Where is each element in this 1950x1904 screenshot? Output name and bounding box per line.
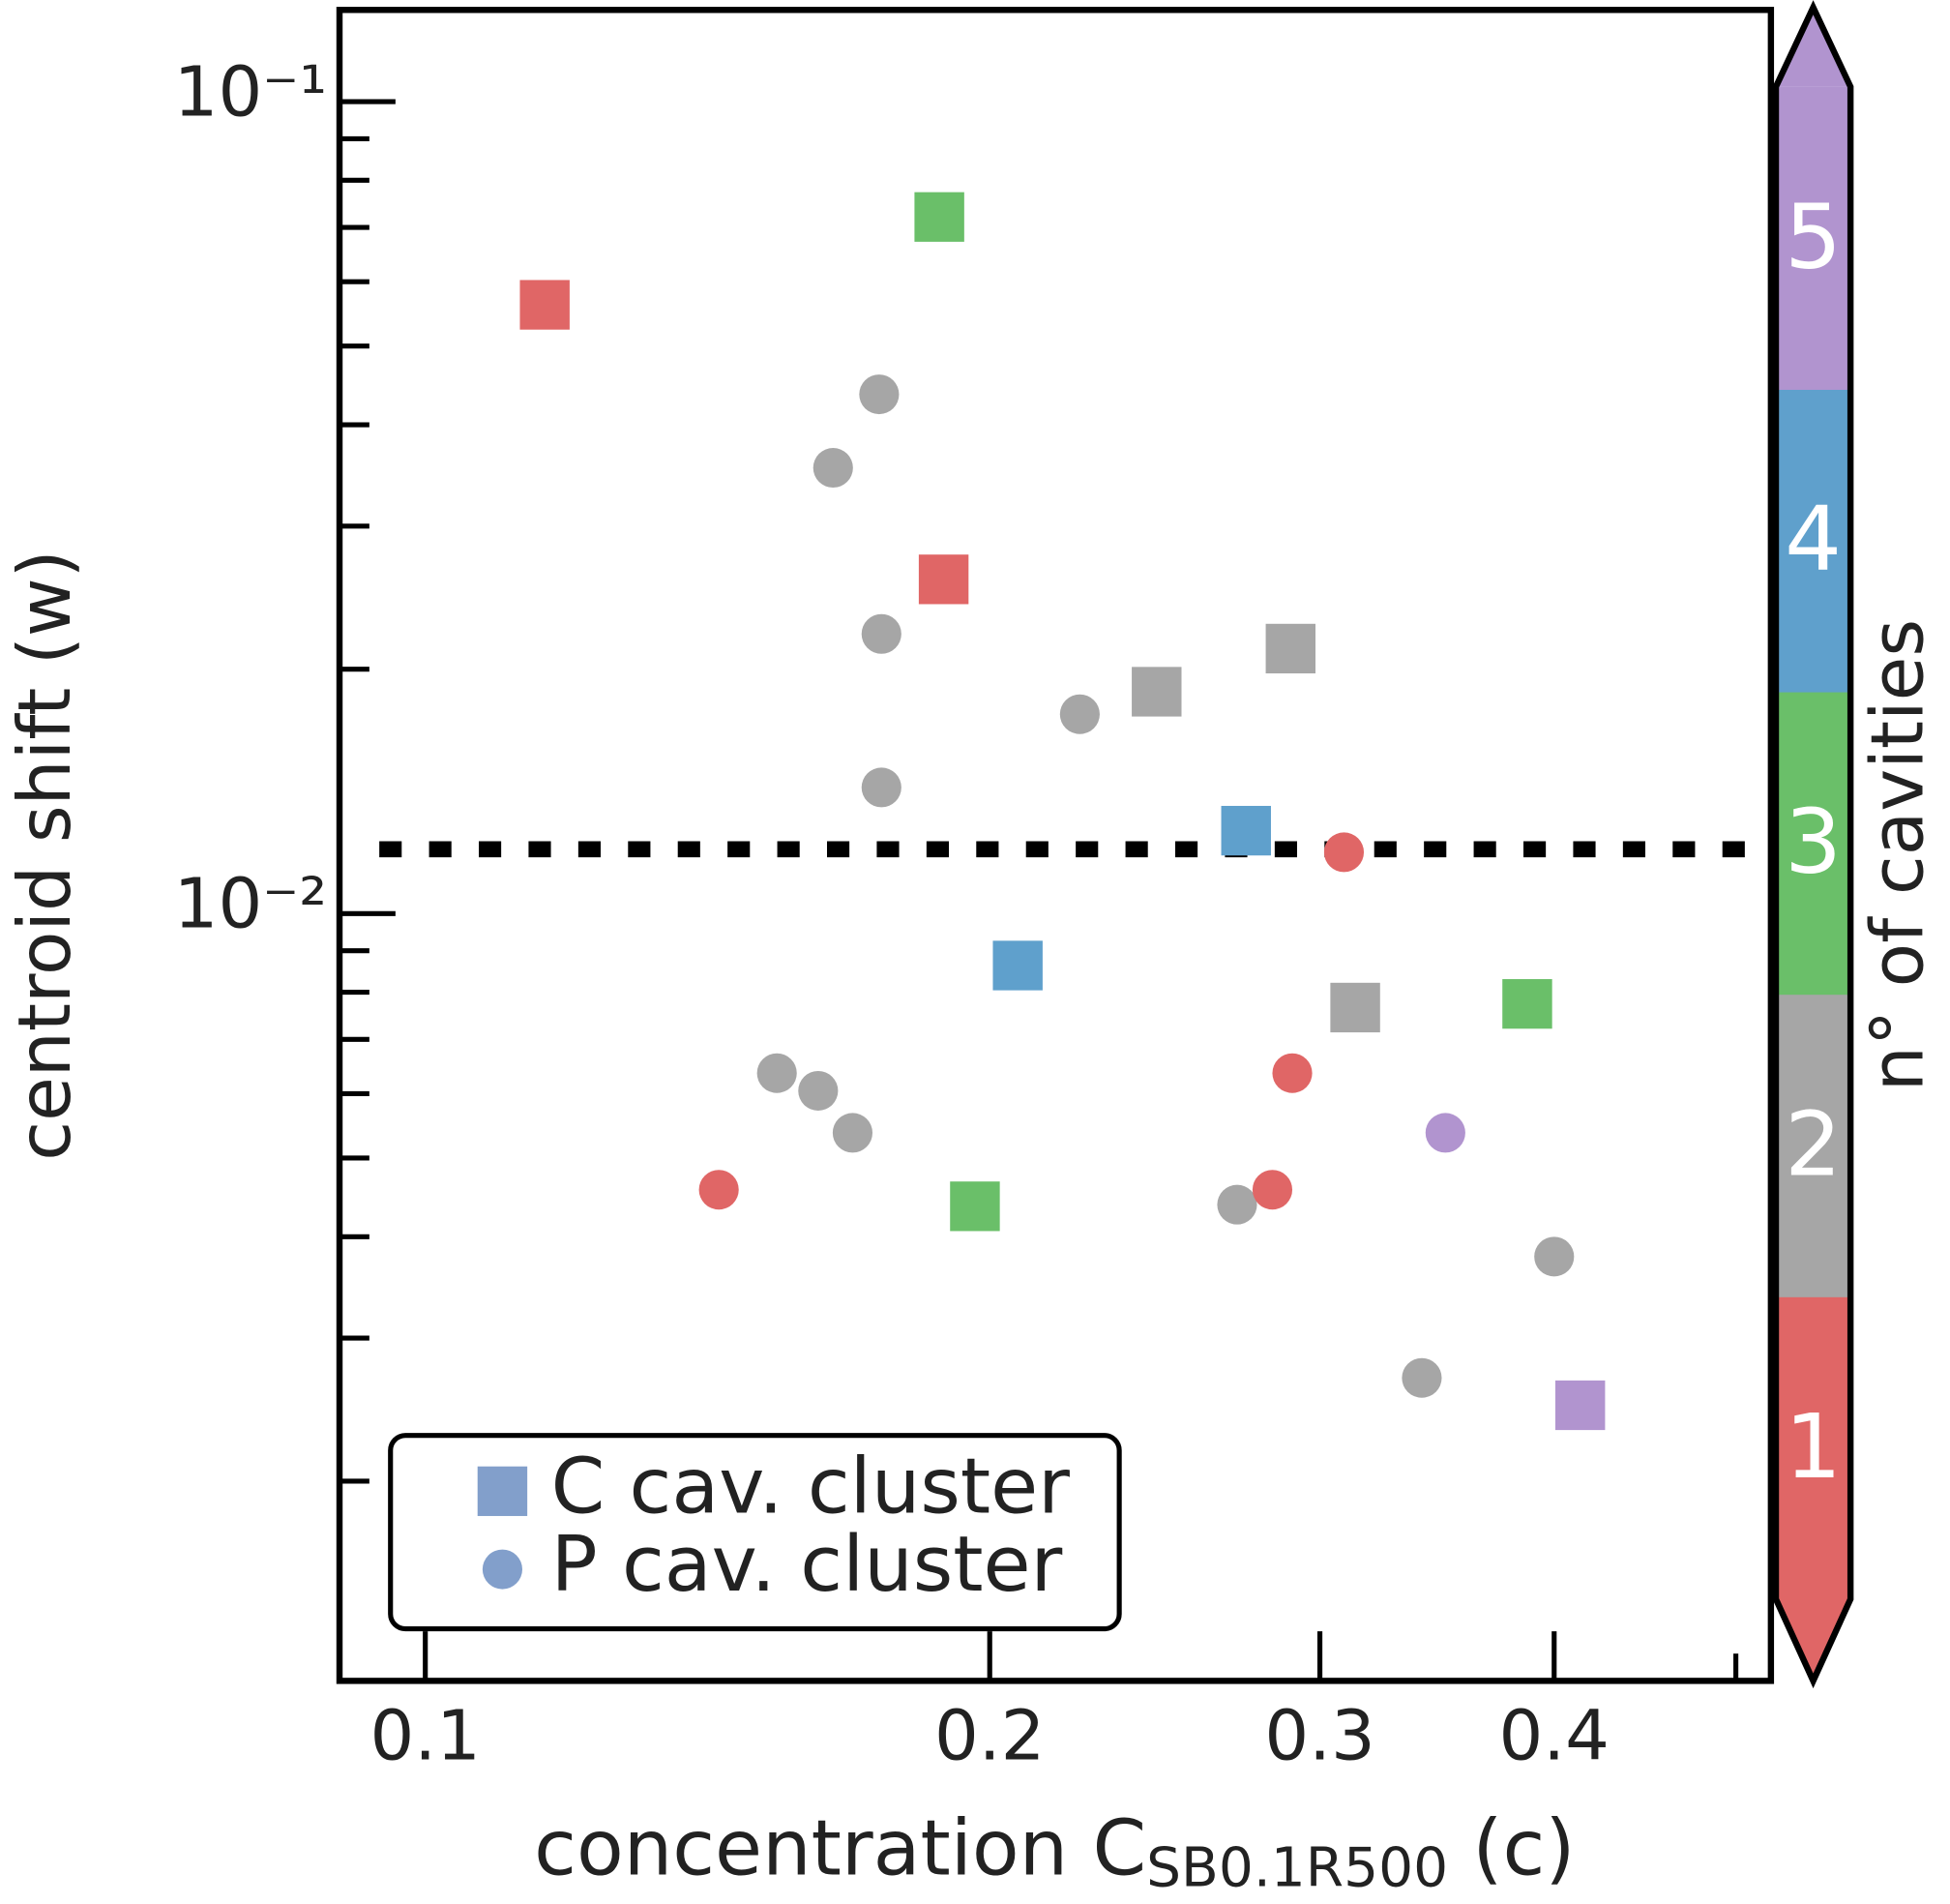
colorbar-extend (1776, 1598, 1851, 1681)
point (859, 374, 900, 415)
point (832, 1113, 873, 1153)
x-tick-label: 0.1 (369, 1694, 480, 1775)
colorbar-tick-label: 1 (1785, 1394, 1842, 1499)
x-axis-label: concentration CSB0.1R500 (c) (534, 1803, 1575, 1899)
colorbar-segment (1776, 86, 1851, 390)
colorbar-label: n° of cavities (1856, 619, 1940, 1091)
colorbar-segment (1776, 994, 1851, 1297)
point (798, 1070, 839, 1111)
x-tick-label: 0.2 (934, 1694, 1045, 1775)
point (698, 1170, 739, 1210)
point (1402, 1357, 1442, 1398)
legend-box (388, 1433, 1122, 1632)
y-axis-label: centroid shift (w) (3, 550, 87, 1160)
y-tick-label: 10⁻¹ (174, 51, 327, 133)
point (918, 554, 969, 605)
colorbar-segment (1776, 389, 1851, 693)
legend-label: P cav. cluster (551, 1519, 1063, 1609)
point (1330, 982, 1380, 1033)
colorbar-segment (1776, 1296, 1851, 1600)
point (756, 1053, 797, 1093)
point (1272, 1053, 1313, 1093)
colorbar-tick-label: 3 (1785, 789, 1842, 894)
point (1323, 832, 1365, 873)
legend-label: C cav. cluster (551, 1441, 1071, 1531)
plot-frame (336, 7, 1775, 1684)
point (914, 192, 964, 242)
legend-marker (477, 1466, 528, 1516)
x-axis-label-sub: SB0.1R500 (1146, 1836, 1448, 1899)
point (1221, 805, 1271, 856)
point (861, 767, 901, 808)
y-tick-label: 10⁻² (174, 863, 327, 944)
x-axis-label-part: concentration C (534, 1803, 1146, 1893)
x-tick-label: 0.3 (1264, 1694, 1374, 1775)
colorbar-outline (1772, 0, 1854, 1689)
point (1265, 623, 1315, 674)
colorbar-tick-label: 5 (1785, 185, 1842, 289)
point (1425, 1113, 1465, 1153)
point (1217, 1184, 1257, 1225)
point (992, 940, 1043, 991)
point (1059, 694, 1100, 734)
point (1534, 1236, 1575, 1277)
point (1554, 1380, 1606, 1431)
point (861, 613, 901, 654)
colorbar-tick-label: 2 (1785, 1091, 1842, 1196)
point (519, 280, 570, 330)
point (1252, 1170, 1293, 1210)
x-tick-label: 0.4 (1499, 1694, 1610, 1775)
point (1132, 667, 1182, 717)
x-axis-label-part: (c) (1448, 1803, 1575, 1893)
point (950, 1181, 1000, 1232)
colorbar-tick-label: 4 (1785, 487, 1842, 591)
point (1502, 979, 1552, 1029)
point (812, 448, 853, 489)
colorbar-extend (1776, 7, 1851, 87)
colorbar-segment (1776, 691, 1851, 996)
legend-marker (482, 1549, 522, 1590)
